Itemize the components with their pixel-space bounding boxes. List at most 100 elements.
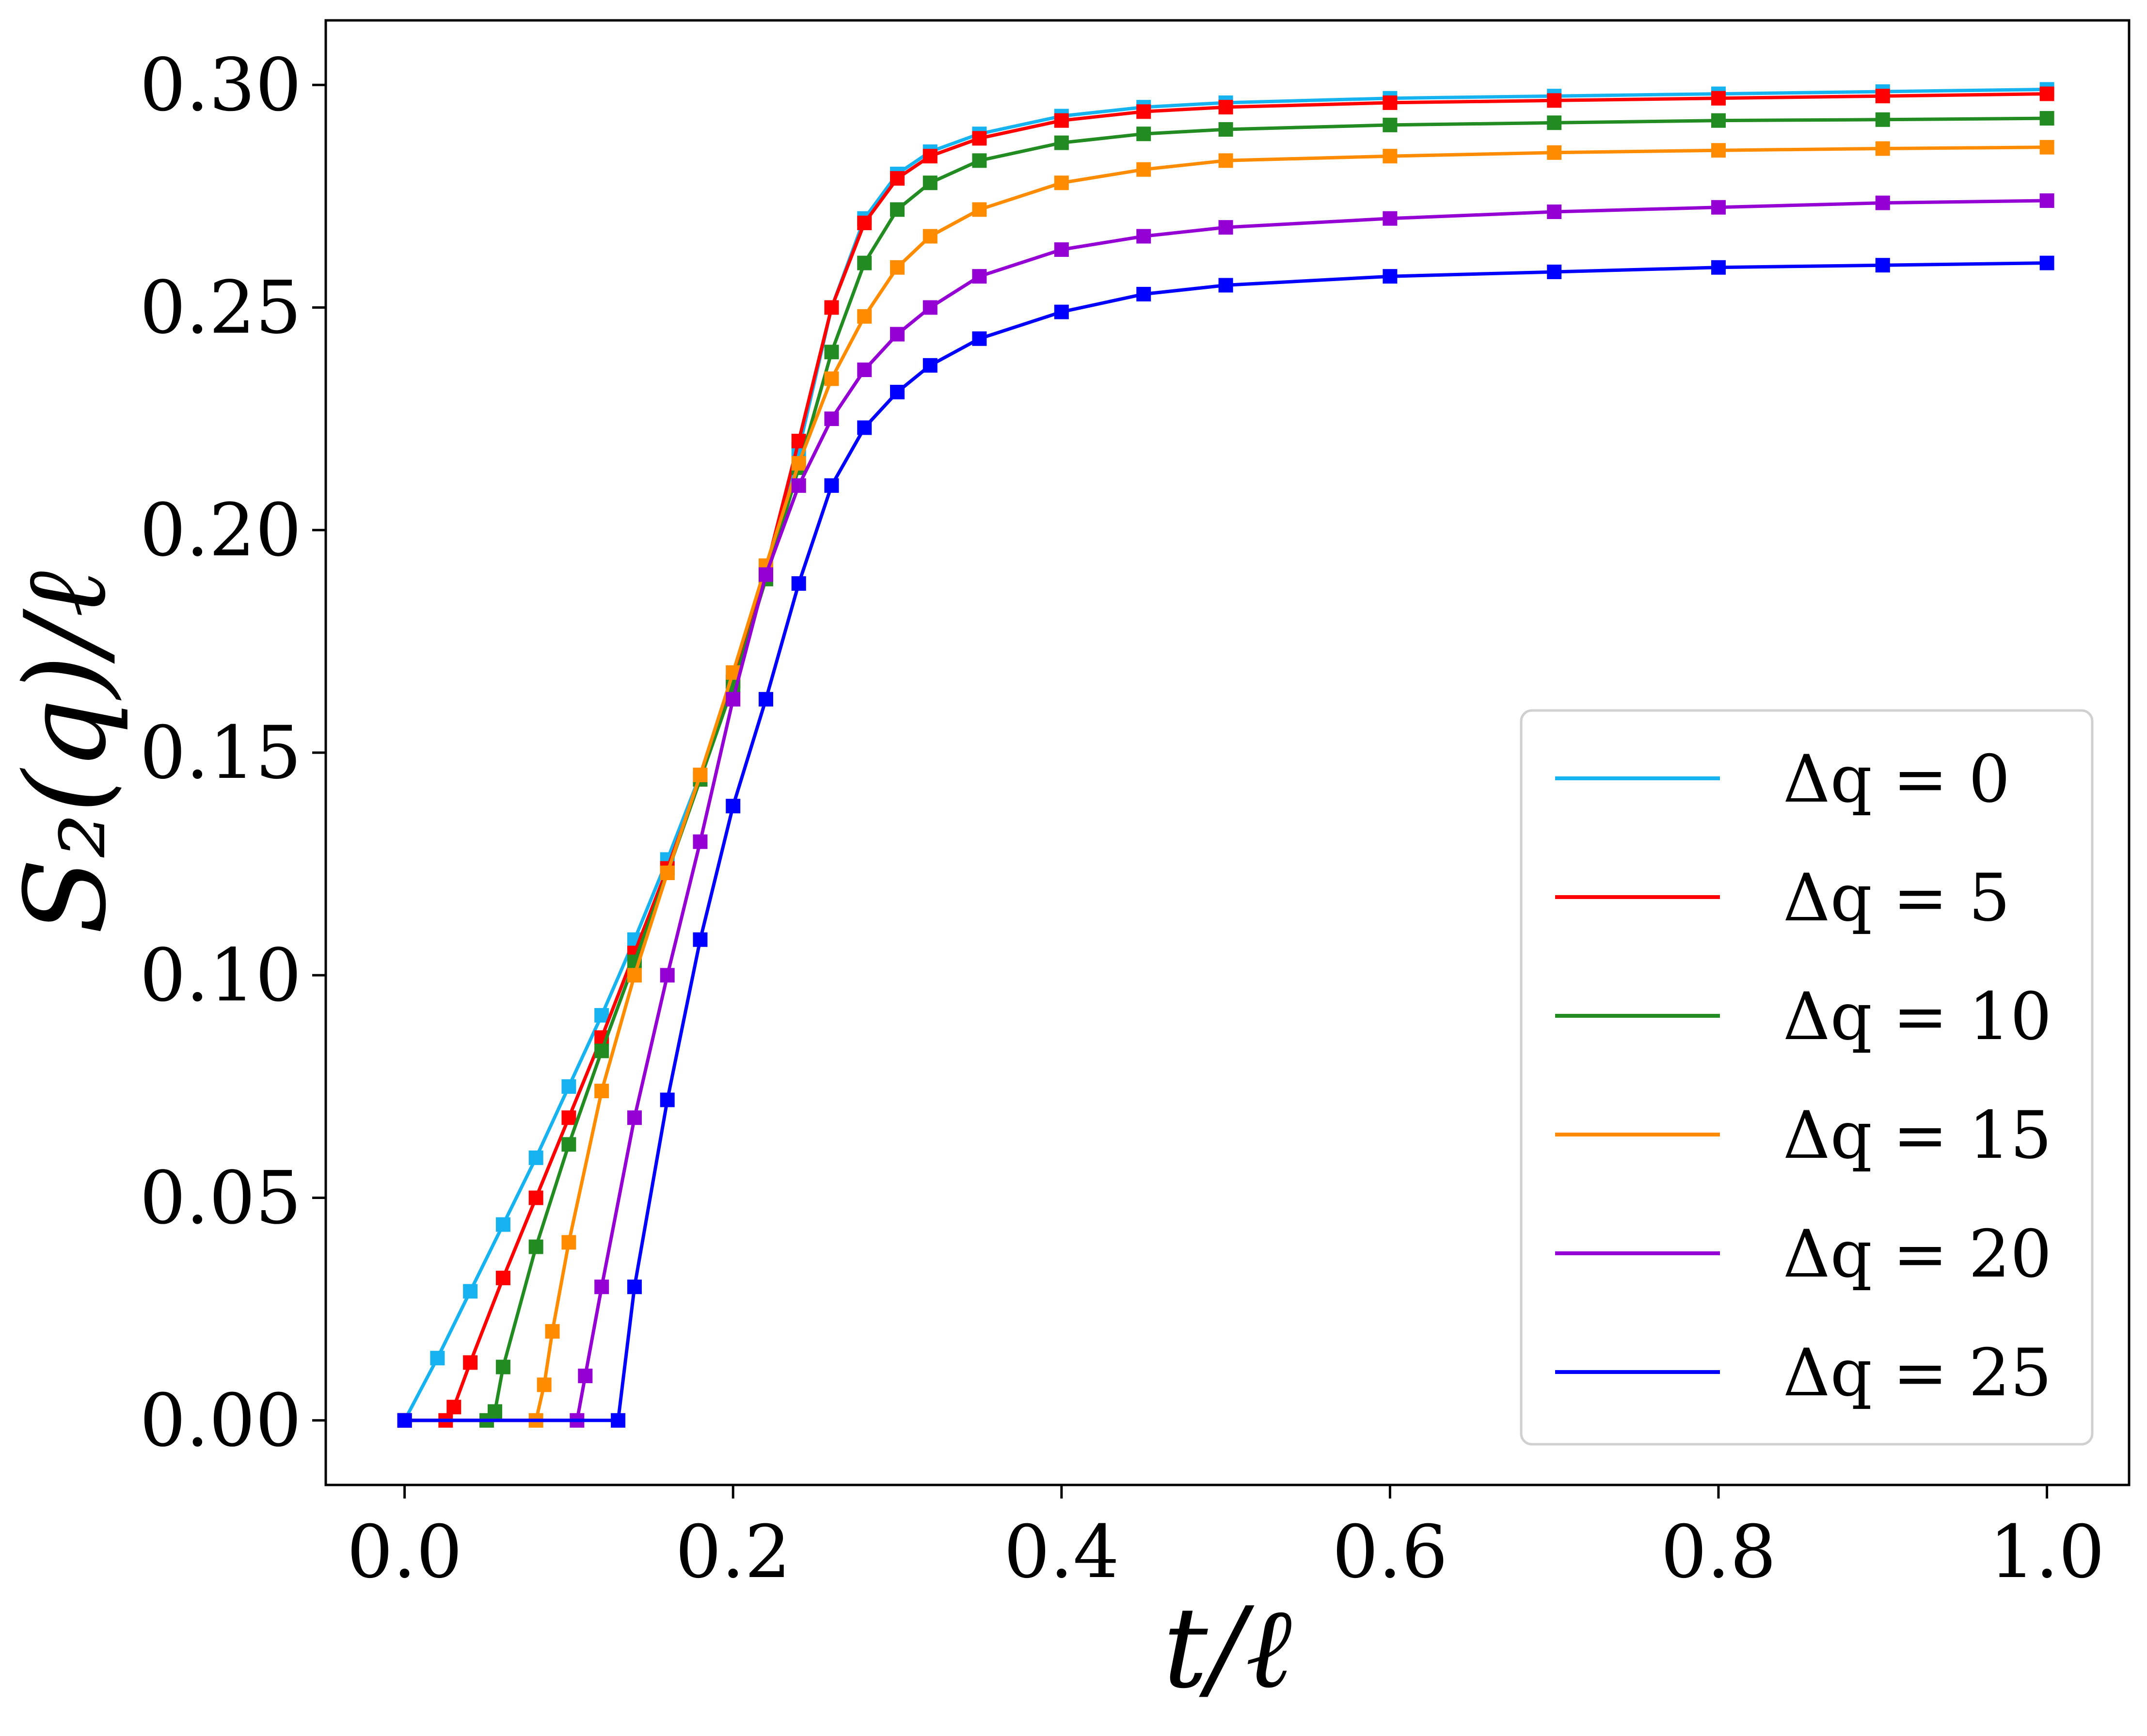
data-point <box>922 149 938 164</box>
data-point <box>561 1137 576 1152</box>
data-point <box>660 866 675 881</box>
data-point <box>1218 100 1233 115</box>
x-tick-label: 0.6 <box>1332 1510 1448 1594</box>
data-point <box>972 153 987 168</box>
data-point <box>922 175 938 190</box>
series-layer <box>397 82 2054 1428</box>
data-point <box>528 1239 543 1254</box>
y-tick-label: 0.30 <box>140 43 302 127</box>
data-point <box>1875 195 1890 210</box>
y-axis-label: S₂(q)/ℓ <box>1 571 131 934</box>
data-point <box>922 358 938 373</box>
x-axis-ticks: 0.0 0.2 0.4 0.6 0.8 1.0 <box>347 1485 2105 1594</box>
data-point <box>627 1110 642 1125</box>
data-point <box>824 478 839 493</box>
data-point <box>594 1008 609 1023</box>
series-line <box>404 116 2047 1422</box>
data-point <box>446 1400 461 1415</box>
data-point <box>627 968 642 983</box>
legend-frame <box>1520 709 2094 1446</box>
data-point <box>528 1150 543 1165</box>
data-point <box>1547 115 1562 130</box>
data-point <box>1383 269 1398 284</box>
data-point <box>1136 286 1151 301</box>
data-point <box>1218 278 1233 293</box>
data-point <box>1136 229 1151 244</box>
data-point <box>1054 113 1069 128</box>
data-point <box>594 1043 609 1058</box>
data-point <box>1054 304 1069 319</box>
data-point <box>537 1377 552 1392</box>
legend-label: Δq = 15 <box>1783 1097 2052 1173</box>
data-point <box>463 1284 478 1299</box>
data-point <box>660 968 675 983</box>
data-point <box>922 300 938 315</box>
x-axis-label: t/ℓ <box>1163 1584 1292 1713</box>
data-point <box>463 1355 478 1370</box>
data-point <box>561 1235 576 1250</box>
data-point <box>693 932 708 947</box>
data-point <box>857 420 872 435</box>
y-tick-label: 0.15 <box>140 711 302 795</box>
data-point <box>1547 204 1562 219</box>
data-point <box>857 363 872 378</box>
data-point <box>1383 117 1398 132</box>
data-point <box>791 456 806 471</box>
plot-frame <box>324 19 2131 1486</box>
data-point <box>1711 200 1726 215</box>
data-point <box>890 171 905 186</box>
data-point <box>1711 143 1726 158</box>
data-point <box>2039 140 2054 155</box>
data-point <box>693 767 708 782</box>
x-tick-label: 0.2 <box>675 1510 791 1594</box>
data-point <box>726 692 741 707</box>
legend-label: Δq = 10 <box>1783 978 2052 1055</box>
data-point <box>824 371 839 386</box>
y-tick-label: 0.10 <box>140 933 302 1018</box>
data-point <box>1711 260 1726 275</box>
x-tick-label: 0.8 <box>1661 1510 1777 1594</box>
data-point <box>890 260 905 275</box>
data-point <box>1054 242 1069 257</box>
legend-label: Δq = 5 <box>1783 860 2010 936</box>
data-point <box>1547 93 1562 108</box>
data-point <box>1383 95 1398 110</box>
data-point <box>1218 220 1233 235</box>
data-point <box>1875 112 1890 127</box>
data-point <box>890 202 905 217</box>
y-tick-label: 0.20 <box>140 489 302 573</box>
data-point <box>495 1359 510 1374</box>
y-tick-label: 0.25 <box>140 266 302 350</box>
data-point <box>1711 113 1726 128</box>
data-point <box>561 1079 576 1094</box>
data-point <box>1136 126 1151 142</box>
data-point <box>972 269 987 284</box>
data-point <box>972 131 987 146</box>
data-point <box>857 309 872 324</box>
legend-label: Δq = 0 <box>1783 741 2010 817</box>
data-point <box>972 331 987 346</box>
x-tick-label: 1.0 <box>1989 1510 2105 1594</box>
data-point <box>1547 264 1562 279</box>
y-tick-label: 0.05 <box>140 1156 302 1241</box>
data-point <box>430 1351 445 1366</box>
data-point <box>857 255 872 270</box>
data-point <box>2039 193 2054 208</box>
data-point <box>726 799 741 814</box>
x-tick-label: 0.0 <box>347 1510 462 1594</box>
data-point <box>758 567 773 582</box>
data-point <box>397 1413 412 1428</box>
data-point <box>1136 162 1151 177</box>
y-tick-label: 0.00 <box>140 1379 302 1463</box>
data-point <box>594 1279 609 1294</box>
data-point <box>693 834 708 849</box>
data-point <box>758 692 773 707</box>
data-point <box>972 202 987 217</box>
data-point <box>1711 91 1726 106</box>
data-point <box>487 1404 502 1419</box>
data-point <box>1054 135 1069 150</box>
y-axis-ticks: 0.00 0.05 0.10 0.15 0.20 0.25 0.30 <box>140 43 326 1463</box>
data-point <box>2039 255 2054 270</box>
data-point <box>578 1368 593 1383</box>
data-point <box>1383 149 1398 164</box>
